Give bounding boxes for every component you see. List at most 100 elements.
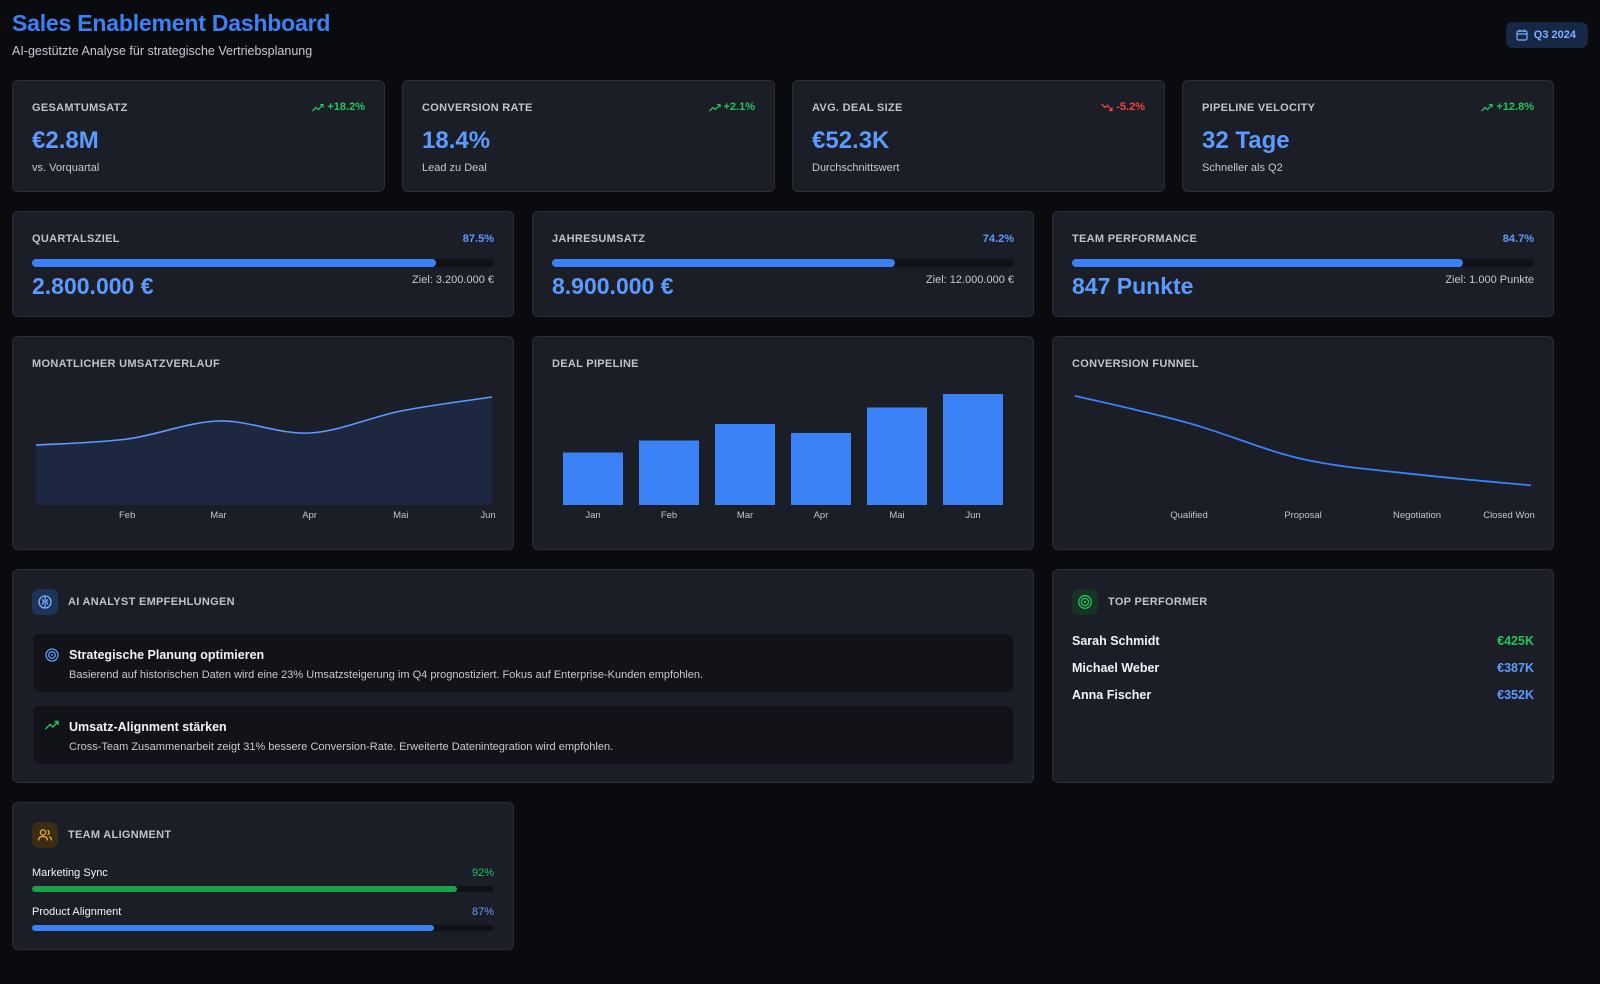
bar: [562, 452, 624, 505]
kpi-change-value: +12.8%: [1496, 101, 1534, 113]
x-tick-label: Mai: [393, 510, 408, 521]
section-header: TEAM ALIGNMENT: [32, 822, 171, 848]
page-subtitle: AI-gestützte Analyse für strategische Ve…: [12, 44, 313, 58]
x-tick-label: Jun: [480, 510, 495, 521]
bar: [790, 433, 852, 505]
kpi-card-avg-deal-size: AVG. DEAL SIZE -5.2% €52.3K Durchschnitt…: [792, 80, 1165, 192]
goal-value: 8.900.000 €: [552, 273, 674, 299]
target-icon: [1072, 589, 1098, 615]
kpi-card-conversion-rate: CONVERSION RATE +2.1% 18.4% Lead zu Deal: [402, 80, 775, 192]
kpi-value: 32 Tage: [1202, 127, 1290, 154]
goal-label: TEAM PERFORMANCE: [1072, 233, 1198, 245]
performer-value: €352K: [1497, 688, 1534, 702]
x-tick-label: Apr: [302, 510, 317, 521]
goal-value: 2.800.000 €: [32, 273, 154, 299]
x-tick-label: Jan: [585, 510, 600, 521]
alignment-label: Product Alignment: [32, 906, 122, 918]
chart-card-revenue: MONATLICHER UMSATZVERLAUF Feb Mar Apr Mai Ju…: [12, 336, 514, 550]
goal-label: QUARTALSZIEL: [32, 233, 120, 245]
kpi-subtext: vs. Vorquartal: [32, 162, 100, 174]
kpi-card-pipeline-velocity: PIPELINE VELOCITY +12.8% 32 Tage Schnell…: [1182, 80, 1554, 192]
kpi-value: €52.3K: [812, 127, 890, 154]
kpi-subtext: Schneller als Q2: [1202, 162, 1283, 174]
kpi-subtext: Durchschnittswert: [812, 162, 900, 174]
goal-progress-bar: [552, 259, 1014, 267]
kpi-change-value: +2.1%: [723, 101, 756, 113]
performer-value: €387K: [1497, 661, 1534, 675]
team-alignment-card: TEAM ALIGNMENT Marketing Sync 92% Produc…: [12, 802, 514, 950]
alignment-label: Marketing Sync: [32, 867, 108, 879]
goal-progress-bar: [1072, 259, 1534, 267]
goal-label: JAHRESUMSATZ: [552, 233, 646, 245]
alignment-row: Product Alignment 87%: [32, 906, 494, 934]
funnel-line-chart: Qualified Proposal Negotiation Closed Won: [1074, 395, 1535, 521]
users-icon: [32, 822, 58, 848]
bar: [942, 394, 1004, 505]
x-tick-label: Mar: [737, 510, 753, 521]
x-tick-label: Feb: [119, 510, 135, 521]
funnel-line: [1074, 395, 1532, 487]
goal-card-jahresumsatz: JAHRESUMSATZ 74.2% 8.900.000 € Ziel: 12.…: [532, 211, 1034, 317]
section-title: TOP PERFORMER: [1108, 596, 1208, 608]
kpi-change: +18.2%: [312, 101, 365, 113]
target-icon: [45, 648, 59, 662]
x-tick-label: Proposal: [1284, 510, 1322, 521]
x-tick-label: Negotiation: [1393, 510, 1441, 521]
goal-target: Ziel: 3.200.000 €: [412, 274, 494, 286]
area-line: [35, 396, 493, 446]
kpi-value: €2.8M: [32, 127, 99, 154]
kpi-label: GESAMTUMSATZ: [32, 102, 128, 114]
kpi-change-value: +18.2%: [327, 101, 365, 113]
trending-up-icon: [45, 720, 59, 730]
chart-card-funnel: CONVERSION FUNNEL Qualified Proposal Negot…: [1052, 336, 1554, 550]
recommendation-item[interactable]: Umsatz-Alignment stärken Cross-Team Zusa…: [32, 705, 1014, 765]
goal-progress-fill: [552, 259, 895, 267]
x-tick-label: Jun: [965, 510, 980, 521]
performer-value: €425K: [1497, 634, 1534, 648]
recommendation-title: Strategische Planung optimieren: [69, 648, 265, 662]
kpi-change: +12.8%: [1481, 101, 1534, 113]
x-tick-label: Feb: [661, 510, 677, 521]
chart-card-pipeline: DEAL PIPELINE Jan Feb Mar Apr Mai Jun: [532, 336, 1034, 550]
kpi-label: AVG. DEAL SIZE: [812, 102, 903, 114]
kpi-value: 18.4%: [422, 127, 491, 154]
kpi-label: PIPELINE VELOCITY: [1202, 102, 1316, 114]
alignment-progress-fill: [32, 925, 434, 931]
recommendation-text: Basierend auf historischen Daten wird ei…: [69, 669, 704, 681]
kpi-subtext: Lead zu Deal: [422, 162, 487, 174]
kpi-card-gesamtumsatz: GESAMTUMSATZ +18.2% €2.8M vs. Vorquartal: [12, 80, 385, 192]
alignment-percent: 87%: [471, 906, 494, 918]
kpi-change: +2.1%: [708, 101, 756, 113]
bar: [638, 440, 700, 505]
performer-row: Michael Weber €387K: [1072, 661, 1534, 679]
alignment-progress-bar: [32, 925, 494, 931]
ai-recommendations-card: AI ANALYST EMPFEHLUNGEN Strategische Pla…: [12, 569, 1034, 783]
alignment-progress-bar: [32, 886, 494, 892]
page-title: Sales Enablement Dashboard: [12, 10, 331, 36]
chart-title: CONVERSION FUNNEL: [1072, 358, 1199, 370]
goal-percent: 84.7%: [1502, 233, 1534, 245]
trending-up-icon: [708, 103, 721, 111]
calendar-icon: [1516, 29, 1528, 41]
goal-card-team-performance: TEAM PERFORMANCE 84.7% 847 Punkte Ziel: …: [1052, 211, 1554, 317]
kpi-label: CONVERSION RATE: [422, 102, 533, 114]
performer-name: Anna Fischer: [1072, 688, 1152, 702]
page-header: Sales Enablement Dashboard AI-gestützte …: [12, 10, 1588, 66]
goal-target: Ziel: 12.000.000 €: [925, 274, 1014, 286]
section-title: TEAM ALIGNMENT: [68, 829, 172, 841]
period-selector[interactable]: Q3 2024: [1505, 22, 1588, 48]
recommendation-item[interactable]: Strategische Planung optimieren Basieren…: [32, 633, 1014, 693]
performer-row: Anna Fischer €352K: [1072, 688, 1534, 706]
bar: [866, 407, 928, 505]
x-tick-label: Mai: [889, 510, 904, 521]
bar: [714, 424, 776, 505]
alignment-row: Marketing Sync 92%: [32, 867, 494, 895]
x-tick-label: Mar: [210, 510, 226, 521]
pipeline-bar-chart: Jan Feb Mar Apr Mai Jun: [562, 394, 1004, 521]
section-header: AI ANALYST EMPFEHLUNGEN: [32, 589, 235, 615]
kpi-change: -5.2%: [1101, 101, 1145, 113]
alignment-progress-fill: [32, 886, 458, 892]
recommendation-text: Cross-Team Zusammenarbeit zeigt 31% bess…: [69, 741, 614, 753]
revenue-area-chart: Feb Mar Apr Mai Jun: [35, 396, 496, 521]
goal-progress-bar: [32, 259, 494, 267]
